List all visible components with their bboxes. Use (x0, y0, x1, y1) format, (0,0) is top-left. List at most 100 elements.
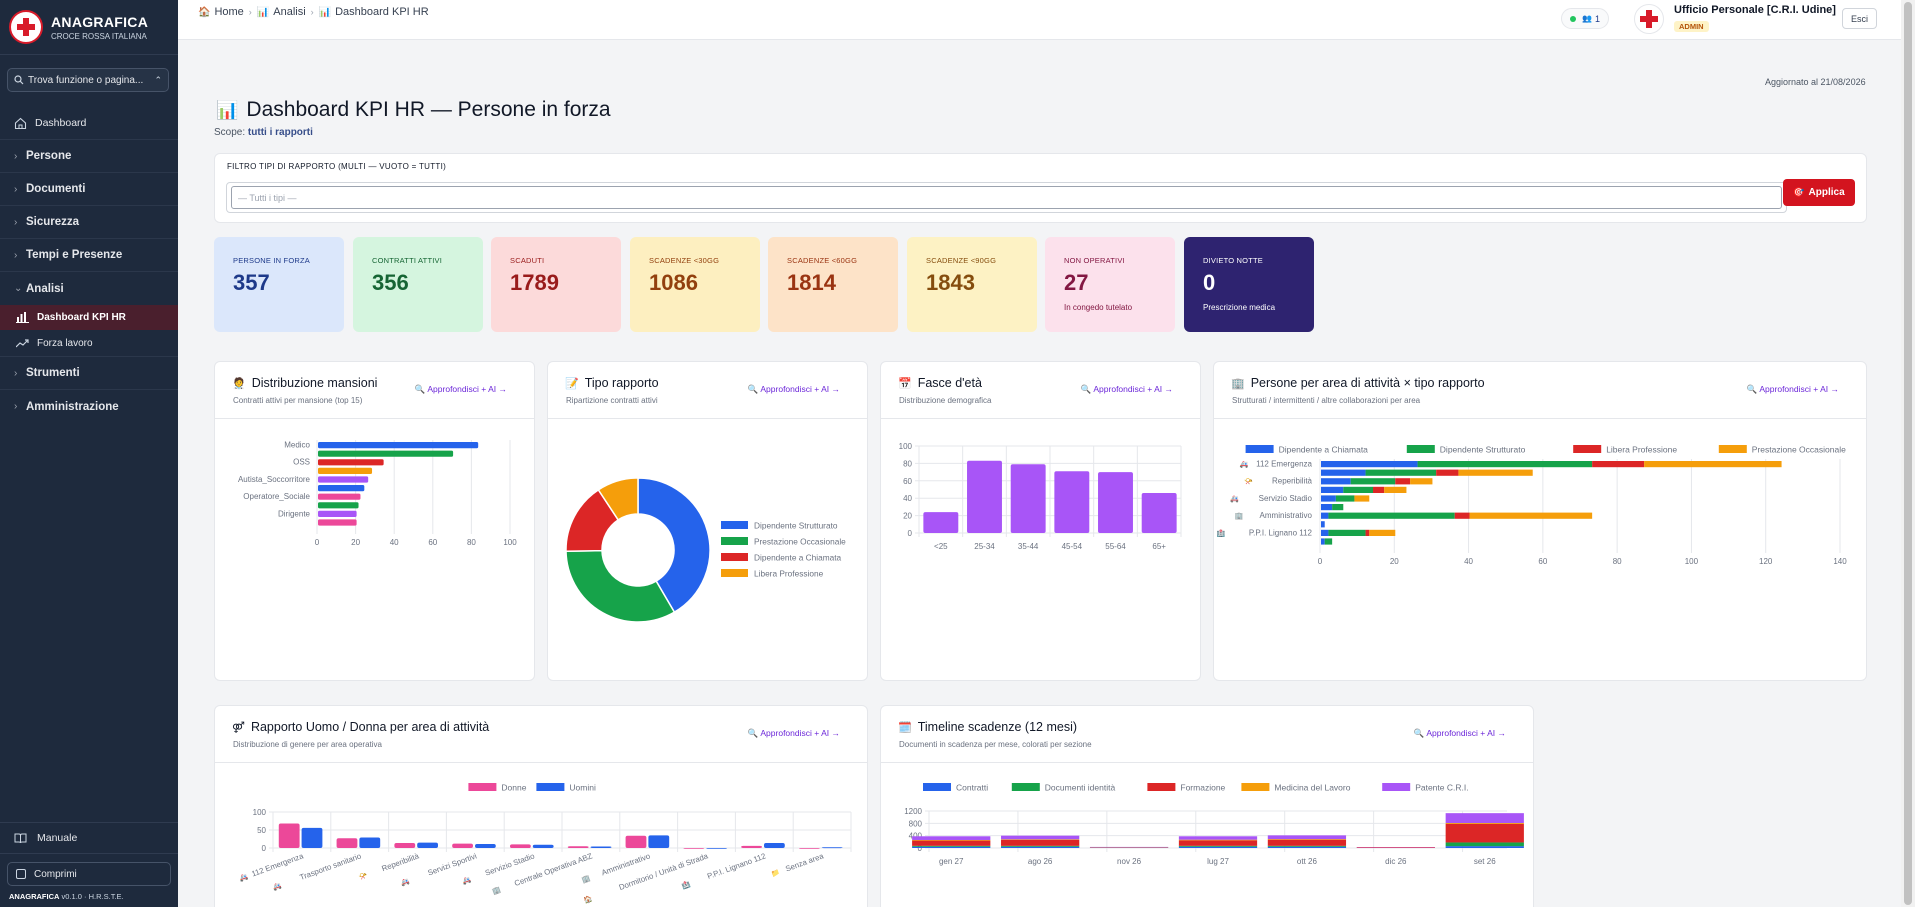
breadcrumb-home[interactable]: Home (214, 6, 244, 18)
approfondisci-link[interactable]: 🔍 Approfondisci + AI → (747, 384, 840, 394)
bar-segment (1592, 461, 1645, 468)
bar-segment (1384, 486, 1407, 493)
kpi-label: SCADENZE <60GG (787, 256, 858, 265)
bar (359, 837, 381, 848)
kpi-card[interactable]: SCADUTI 1789 (491, 237, 621, 332)
function-search[interactable]: Trova funzione o pagina... ⌃ (7, 68, 169, 92)
bar-segment (1365, 469, 1437, 476)
card-subtitle: Distribuzione di genere per area operati… (233, 740, 382, 749)
x-tick-label: 20 (351, 538, 360, 547)
category-label: Operatore_Sociale (243, 492, 310, 501)
kpi-value: 1086 (649, 270, 698, 295)
y-tick-label: 800 (909, 819, 923, 828)
category-label: Amministrativo (1260, 511, 1313, 520)
bar (683, 848, 705, 849)
card-subtitle: Documenti in scadenza per mese, colorati… (899, 740, 1092, 749)
sidebar-group-analisi[interactable]: ⌄ Analisi (0, 272, 178, 305)
chart-tipo-rapporto: Dipendente Strutturato Prestazione Occasi… (565, 477, 846, 623)
sidebar-group-tempi-presenze[interactable]: › Tempi e Presenze (0, 239, 178, 272)
y-tick-label: 40 (903, 494, 912, 503)
collapse-label: Comprimi (34, 868, 77, 880)
filter-label: FILTRO TIPI DI RAPPORTO (MULTI — VUOTO =… (227, 162, 447, 171)
x-tick-label: ott 26 (1297, 857, 1318, 866)
breadcrumb-analisi[interactable]: Analisi (273, 6, 306, 18)
kpi-card[interactable]: PERSONE IN FORZA 357 (214, 237, 344, 332)
kpi-subtext: Prescrizione medica (1203, 303, 1276, 312)
chart-icon: 📊 (256, 6, 270, 18)
card-area-attivita: 🏢 Persone per area di attività × tipo rap… (1213, 361, 1867, 681)
kpi-label: DIVIETO NOTTE (1203, 256, 1263, 265)
sidebar-group-documenti[interactable]: › Documenti (0, 173, 178, 206)
legend-label: Contratti (956, 783, 988, 793)
relationship-type-select[interactable]: — Tutti i tipi — (226, 182, 1787, 213)
bar-segment (1267, 845, 1347, 847)
legend-swatch (1406, 445, 1435, 453)
bar (318, 450, 454, 457)
bar (417, 842, 438, 848)
kpi-card[interactable]: SCADENZE <90GG 1843 (907, 237, 1037, 332)
kpi-card[interactable]: SCADENZE <60GG 1814 (768, 237, 898, 332)
bar-segment (1469, 512, 1593, 519)
apply-button[interactable]: 🎯 Applica (1783, 179, 1855, 206)
approfondisci-link[interactable]: 🔍 Approfondisci + AI → (1746, 384, 1839, 394)
x-tick-label: lug 27 (1207, 857, 1229, 866)
logout-button[interactable]: Esci (1841, 8, 1877, 29)
bar (318, 442, 479, 449)
kpi-card[interactable]: CONTRATTI ATTIVI 356 (353, 237, 483, 332)
card-genere: ⚤ Rapporto Uomo / Donna per area di attiv… (214, 705, 868, 907)
manual-label: Manuale (37, 832, 78, 844)
kpi-card[interactable]: NON OPERATIVI 27 In congedo tutelato (1045, 237, 1175, 332)
sidebar-item-dashboard[interactable]: Dashboard (0, 107, 178, 140)
category-label: Dirigente (278, 509, 311, 518)
legend-label: Donne (501, 783, 526, 793)
x-tick-label: <25 (934, 542, 948, 551)
bar-segment (1354, 495, 1370, 502)
home-icon: 🏠 (198, 6, 211, 18)
sidebar-nav: Dashboard › Persone › Documenti › Sicurezza… (0, 107, 178, 423)
area-icon: 🏢 (1235, 512, 1244, 520)
approfondisci-link[interactable]: 🔍 Approfondisci + AI → (1080, 384, 1173, 394)
user-box[interactable]: Ufficio Personale [C.R.I. Udine] ADMIN E… (1628, 0, 1901, 38)
card-timeline: 🗓️ Timeline scadenze (12 mesi) Documenti … (880, 705, 1534, 907)
bar-segment (1267, 839, 1347, 846)
x-tick-label: gen 27 (939, 857, 964, 866)
sidebar-group-persone[interactable]: › Persone (0, 140, 178, 173)
sidebar-group-sicurezza[interactable]: › Sicurezza (0, 206, 178, 239)
bar (318, 459, 384, 466)
scrollbar[interactable] (1901, 0, 1915, 907)
bar-segment (1321, 486, 1344, 493)
sidebar-item-forza-lavoro[interactable]: Forza lavoro (0, 330, 178, 357)
approfondisci-link[interactable]: 🔍 Approfondisci + AI → (747, 728, 840, 738)
kpi-card[interactable]: DIVIETO NOTTE 0 Prescrizione medica (1184, 237, 1314, 332)
card-subtitle: Distribuzione demografica (899, 396, 992, 405)
approfondisci-link[interactable]: 🔍 Approfondisci + AI → (414, 384, 507, 394)
legend-label: Documenti identità (1045, 783, 1116, 793)
card-title: Distribuzione mansioni (251, 376, 378, 390)
category-label: Medico (284, 441, 310, 450)
kpi-card[interactable]: SCADENZE <30GG 1086 (630, 237, 760, 332)
collapse-sidebar-button[interactable]: Comprimi (7, 862, 171, 886)
legend-swatch (1241, 783, 1270, 791)
bar (648, 835, 670, 848)
sidebar-item-manuale[interactable]: Manuale (0, 822, 178, 853)
bar (474, 844, 496, 848)
online-users-badge[interactable]: 👥 1 (1561, 8, 1609, 29)
sidebar-group-amministrazione[interactable]: › Amministrazione (0, 390, 178, 423)
approfondisci-link[interactable]: 🔍 Approfondisci + AI → (1413, 728, 1506, 738)
bar-segment (1445, 823, 1524, 843)
y-tick-label: 400 (909, 832, 923, 841)
brand[interactable]: ANAGRAFICA CROCE ROSSA ITALIANA (0, 0, 178, 55)
sidebar-item-label: Dashboard KPI HR (37, 312, 126, 323)
bar (821, 847, 843, 849)
bar-segment (1178, 846, 1258, 848)
kpi-label: CONTRATTI ATTIVI (372, 256, 443, 265)
x-tick-label: 100 (503, 538, 517, 547)
sidebar-group-strumenti[interactable]: › Strumenti (0, 357, 178, 390)
bar-segment (1335, 495, 1355, 502)
search-icon (14, 75, 24, 85)
version-app: ANAGRAFICA (9, 892, 60, 901)
kpi-value: 356 (372, 270, 409, 295)
scrollbar-thumb[interactable] (1904, 2, 1912, 905)
sidebar-item-label: Forza lavoro (37, 337, 93, 349)
sidebar-item-dashboard-kpi-hr[interactable]: Dashboard KPI HR (0, 305, 178, 330)
